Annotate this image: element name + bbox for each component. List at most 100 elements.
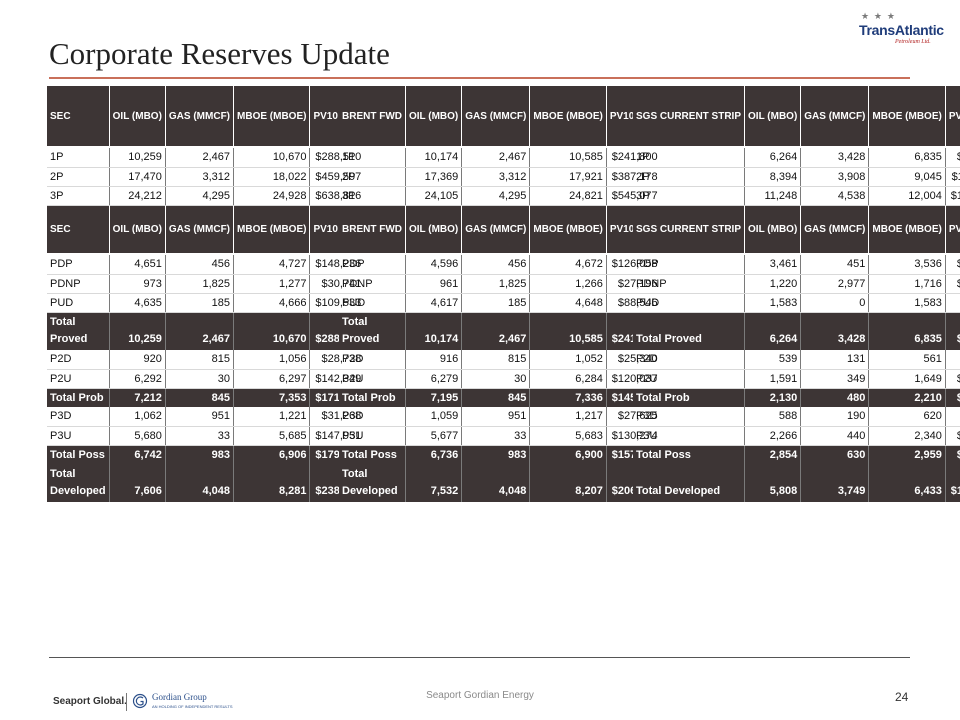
mboe-value: 561 [868, 350, 946, 370]
oil-value: 7,532 [405, 464, 463, 502]
oil-value: 3,461 [744, 255, 802, 275]
spacer-cell [165, 253, 234, 255]
row-label: 3P [47, 186, 110, 206]
row-label: P3D [47, 407, 110, 427]
spacer-cell [405, 146, 462, 148]
sec-reserves-table: SEC OIL (MBO) GAS (MMCF) MBOE (MBOE) PV10 ($… [47, 86, 365, 502]
row-label: PDP [633, 255, 746, 275]
mboe-value: 4,672 [529, 255, 607, 275]
oil-value: 973 [109, 274, 166, 294]
mboe-value: 4,727 [233, 255, 311, 275]
row-label: P2U [633, 369, 746, 389]
reserve-row-3p: 3P 24,105 4,295 24,821 $545,077 [339, 186, 661, 206]
gas-value: 983 [165, 445, 235, 464]
row-label: Total Proved [47, 312, 110, 350]
mboe-value: 1,277 [233, 274, 311, 294]
row-label: 2P [47, 167, 110, 187]
spacer-cell [945, 253, 960, 255]
row-label: Total Poss [47, 445, 110, 464]
table-header-row: SGS CURRENT STRIP OIL (MBO) GAS (MMCF) MBOE… [633, 205, 960, 253]
gas-value: 815 [165, 350, 235, 370]
seaport-global-logo: Seaport Global. [53, 696, 127, 707]
mboe-value: 24,821 [529, 186, 607, 206]
mboe-value: 6,835 [868, 148, 946, 168]
spacer-cell [633, 146, 745, 148]
header-mboe: MBOE (MBOE) [529, 86, 607, 146]
spacer-cell [868, 253, 946, 255]
spacer-cell [109, 146, 166, 148]
row-label: 1P [339, 148, 406, 168]
page-title: Corporate Reserves Update [49, 36, 390, 71]
footer-rule [49, 657, 910, 658]
mboe-value: 6,906 [233, 445, 311, 464]
footer-title: Seaport Gordian Energy [426, 690, 534, 701]
row-label: Total Poss [633, 445, 746, 464]
spacer-cell [529, 146, 607, 148]
spacer-cell [309, 146, 365, 148]
pv10-value: $16,768 [945, 369, 960, 389]
spacer-cell [744, 253, 801, 255]
oil-value: 7,212 [109, 388, 166, 407]
oil-value: 11,248 [744, 186, 802, 206]
mboe-value: 1,056 [233, 350, 311, 370]
gas-value: 30 [165, 369, 235, 389]
reserve-row-p2u: P2U 6,292 30 6,297 $142,349 [47, 369, 365, 389]
pv10-value: $155,442 [945, 186, 960, 206]
oil-value: 1,220 [744, 274, 802, 294]
spacer-cell [868, 146, 946, 148]
row-label: P3U [633, 426, 746, 446]
reserve-row-pdp: PDP 4,596 456 4,672 $126,058 [339, 255, 661, 275]
header-mboe: MBOE (MBOE) [233, 86, 311, 146]
header-mboe: MBOE (MBOE) [529, 205, 607, 253]
mboe-value: 18,022 [233, 167, 311, 187]
gas-value: 3,908 [800, 167, 870, 187]
mboe-value: 1,221 [233, 407, 311, 427]
oil-value: 6,264 [744, 312, 802, 350]
spacer-cell [47, 146, 110, 148]
gas-value: 2,467 [461, 312, 531, 350]
gas-value: 440 [800, 426, 870, 446]
row-label: 3P [339, 186, 406, 206]
row-label: PDP [47, 255, 110, 275]
mboe-value: 6,284 [529, 369, 607, 389]
mboe-value: 8,207 [529, 464, 607, 502]
table-header-row: SEC OIL (MBO) GAS (MMCF) MBOE (MBOE) PV10 ($… [47, 205, 365, 253]
pv10-value: $105,219 [945, 464, 960, 502]
header-gas: GAS (MMCF) [165, 205, 235, 253]
header-oil: OIL (MBO) [405, 205, 463, 253]
pv10-value: $28,219 [945, 426, 960, 446]
header-gas: GAS (MMCF) [461, 86, 531, 146]
row-label: PDNP [339, 274, 406, 294]
spacer-row [47, 146, 365, 148]
gas-value: 33 [165, 426, 235, 446]
row-label: Total Developed [47, 464, 110, 502]
gas-value: 2,467 [165, 148, 235, 168]
row-label: P3D [633, 407, 746, 427]
reserve-row-1p: 1P 10,259 2,467 10,670 $288,510 [47, 148, 365, 168]
header-oil: OIL (MBO) [109, 205, 166, 253]
reserve-row-p2u: P2U 6,279 30 6,284 $120,037 [339, 369, 661, 389]
gas-value: 3,312 [461, 167, 531, 187]
row-label: 2P [339, 167, 406, 187]
row-label: PUD [633, 293, 746, 313]
oil-value: 6,736 [405, 445, 463, 464]
gas-value: 4,538 [800, 186, 870, 206]
gas-value: 983 [461, 445, 531, 464]
spacer-cell [233, 253, 310, 255]
pv10-value: $117,276 [945, 167, 960, 187]
footer-logo-separator [126, 693, 127, 711]
header-oil: OIL (MBO) [744, 86, 802, 146]
mboe-value: 12,004 [868, 186, 946, 206]
oil-value: 2,854 [744, 445, 802, 464]
header-oil: OIL (MBO) [109, 86, 166, 146]
oil-value: 916 [405, 350, 463, 370]
mboe-value: 6,297 [233, 369, 311, 389]
spacer-cell [309, 253, 365, 255]
header-pv10: PV10 ($M) [945, 86, 960, 146]
